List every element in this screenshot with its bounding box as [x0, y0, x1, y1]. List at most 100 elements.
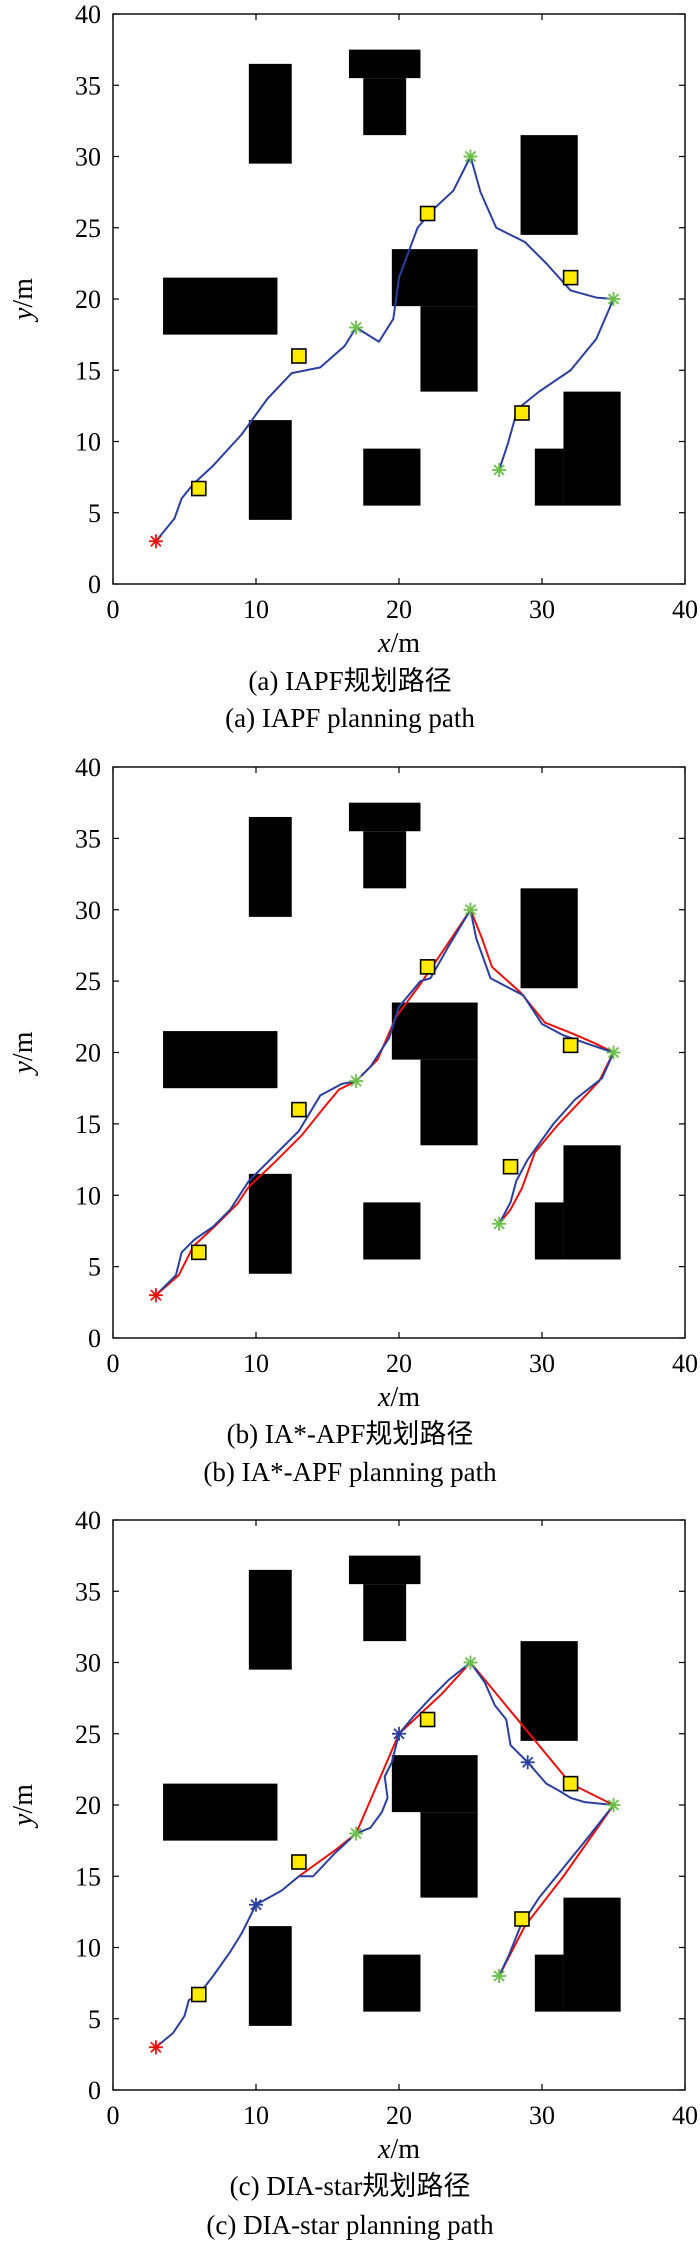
- target-square-marker: [419, 205, 436, 222]
- y-tick-label: 15: [75, 1110, 101, 1139]
- obstacle-block: [363, 1954, 421, 2012]
- y-axis-label-unit: /m: [8, 1784, 39, 1814]
- x-axis-label: x/m: [377, 2134, 420, 2165]
- x-axis-label: x/m: [377, 1382, 420, 1413]
- obstacle-block: [348, 1555, 421, 1585]
- x-axis-label-unit: /m: [390, 2134, 420, 2165]
- x-axis-label-unit: /m: [390, 1382, 420, 1413]
- target-square-marker: [514, 1911, 530, 1927]
- obstacle-block: [420, 306, 478, 392]
- y-tick-label: 35: [75, 71, 101, 100]
- obstacle-block: [363, 78, 407, 136]
- x-tick-label: 0: [107, 1349, 120, 1378]
- obstacle-block: [363, 831, 407, 889]
- y-tick-label: 10: [75, 1181, 101, 1210]
- y-axis-label: y/m: [8, 1031, 39, 1076]
- x-tick-label: 20: [386, 1349, 412, 1378]
- y-tick-label: 25: [75, 214, 101, 243]
- planned-path-line: [155, 1661, 615, 2049]
- obstacle-block: [563, 391, 621, 506]
- obstacle-block: [391, 249, 478, 307]
- start-star-marker: [148, 2040, 163, 2055]
- target-square-marker: [419, 1711, 436, 1728]
- x-tick-label: 10: [243, 1349, 269, 1378]
- x-axis-label-var: x: [377, 1382, 391, 1413]
- x-tick-label: 30: [529, 595, 555, 624]
- x-tick-label: 0: [107, 2101, 120, 2130]
- waypoint-star-marker: [349, 1074, 364, 1089]
- y-tick-label: 25: [75, 967, 101, 996]
- waypoint-star-marker: [463, 1655, 478, 1670]
- y-tick-label: 5: [88, 499, 101, 528]
- target-square-marker: [291, 1854, 307, 1870]
- waypoint-star-marker: [349, 320, 364, 335]
- obstacle-block: [363, 1584, 407, 1642]
- obstacle-block: [520, 135, 578, 235]
- node-star-marker: [249, 1897, 263, 1912]
- obstacle-block: [534, 1954, 564, 2012]
- x-tick-label: 20: [386, 2101, 412, 2130]
- y-tick-label: 5: [88, 1253, 101, 1282]
- target-square-marker: [191, 480, 207, 497]
- obstacle-block: [363, 448, 421, 506]
- x-axis-label: x/m: [377, 628, 420, 659]
- y-tick-label: 40: [75, 753, 101, 782]
- target-square-marker: [514, 405, 530, 421]
- target-square-marker: [562, 1775, 579, 1792]
- caption-chinese: (c) DIA-star规划路径: [230, 2171, 471, 2201]
- y-tick-label: 30: [75, 1649, 101, 1678]
- target-square-marker: [291, 1101, 307, 1118]
- start-star-marker: [148, 1288, 163, 1303]
- waypoint-star-marker: [606, 1045, 621, 1060]
- y-axis-label: y/m: [8, 1784, 39, 1829]
- target-square-marker: [191, 1244, 207, 1261]
- obstacle-block: [563, 1145, 621, 1260]
- x-tick-label: 30: [529, 1349, 555, 1378]
- y-tick-label: 5: [88, 2005, 101, 2034]
- waypoint-star-marker: [492, 1216, 507, 1231]
- obstacle-block: [248, 420, 292, 520]
- x-tick-label: 40: [672, 595, 698, 624]
- target-square-marker: [291, 348, 307, 364]
- x-tick-label: 10: [243, 2101, 269, 2130]
- x-tick-label: 10: [243, 595, 269, 624]
- x-axis-label-unit: /m: [390, 628, 420, 659]
- obstacle-block: [520, 1641, 578, 1741]
- obstacle-block: [248, 1569, 292, 1670]
- obstacle-block: [163, 277, 278, 335]
- obstacle-block: [248, 1926, 292, 2026]
- node-star-marker: [520, 1755, 535, 1770]
- y-axis-label-var: y: [8, 1061, 39, 1077]
- red-path-line: [155, 908, 615, 1296]
- caption-english: (b) IA*-APF planning path: [203, 1457, 497, 1487]
- y-tick-label: 10: [75, 428, 101, 457]
- obstacle-block: [163, 1031, 278, 1089]
- caption-english: (c) DIA-star planning path: [206, 2210, 494, 2240]
- obstacle-block: [248, 816, 292, 917]
- obstacle-block: [420, 1059, 478, 1146]
- caption-chinese: (b) IA*-APF规划路径: [227, 1419, 474, 1449]
- obstacle-block: [248, 63, 292, 164]
- y-tick-label: 20: [75, 1791, 101, 1820]
- y-tick-label: 15: [75, 356, 101, 385]
- obstacle-block: [534, 1202, 564, 1260]
- y-tick-label: 0: [88, 570, 101, 599]
- y-tick-label: 30: [75, 143, 101, 172]
- y-tick-label: 25: [75, 1720, 101, 1749]
- obstacle-block: [163, 1783, 278, 1841]
- waypoint-star-marker: [463, 149, 478, 164]
- y-tick-label: 0: [88, 1324, 101, 1353]
- node-star-marker: [392, 1726, 406, 1741]
- obstacle-block: [534, 448, 564, 506]
- obstacle-block: [348, 49, 421, 79]
- y-tick-label: 40: [75, 0, 101, 29]
- caption-english: (a) IAPF planning path: [225, 703, 475, 733]
- obstacle-block: [348, 802, 421, 832]
- target-square-marker: [562, 1037, 579, 1054]
- waypoint-star-marker: [606, 292, 621, 306]
- obstacle-block: [391, 1002, 478, 1060]
- y-axis-label-unit: /m: [8, 1031, 39, 1061]
- caption-chinese: (a) IAPF规划路径: [248, 666, 451, 696]
- y-tick-label: 20: [75, 1039, 101, 1068]
